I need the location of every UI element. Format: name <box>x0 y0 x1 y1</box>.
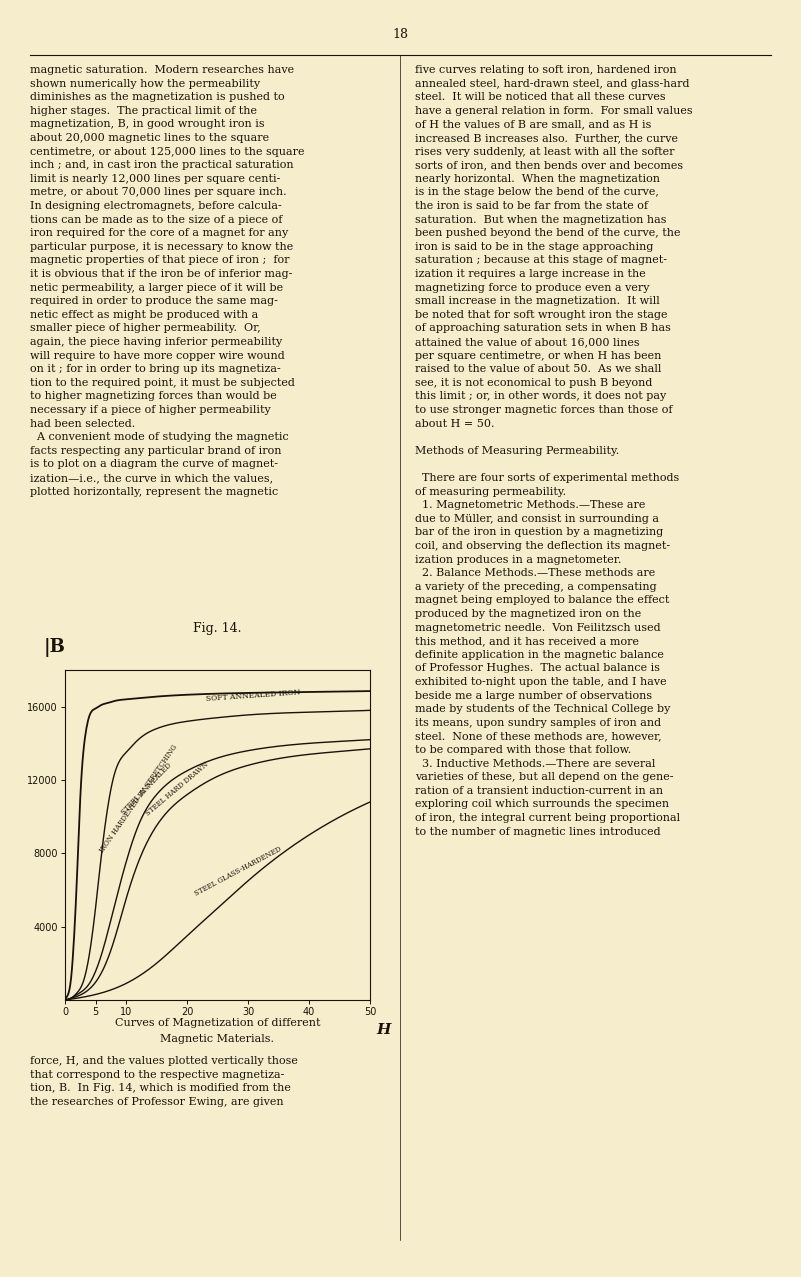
Text: 18: 18 <box>392 28 409 41</box>
Text: STEEL GLASS-HARDENED: STEEL GLASS-HARDENED <box>193 845 283 898</box>
Text: Curves of Magnetization of different: Curves of Magnetization of different <box>115 1018 320 1028</box>
Text: Fig. 14.: Fig. 14. <box>193 622 242 635</box>
Text: H: H <box>376 1023 390 1037</box>
Text: SOFT ANNEALED IRON: SOFT ANNEALED IRON <box>205 688 300 702</box>
Text: |B: |B <box>43 637 66 656</box>
Text: magnetic saturation.  Modern researches have
shown numerically how the permeabil: magnetic saturation. Modern researches h… <box>30 65 304 497</box>
Text: Magnetic Materials.: Magnetic Materials. <box>160 1034 275 1045</box>
Text: five curves relating to soft iron, hardened iron
annealed steel, hard-drawn stee: five curves relating to soft iron, harde… <box>415 65 693 836</box>
Text: STEEL HARD DRAWN: STEEL HARD DRAWN <box>144 761 210 817</box>
Text: IRON HARDENED BY STRETCHING: IRON HARDENED BY STRETCHING <box>99 743 179 854</box>
Text: STEEL ANNEALED: STEEL ANNEALED <box>120 761 174 817</box>
Text: force, H, and the values plotted vertically those
that correspond to the respect: force, H, and the values plotted vertica… <box>30 1056 298 1107</box>
